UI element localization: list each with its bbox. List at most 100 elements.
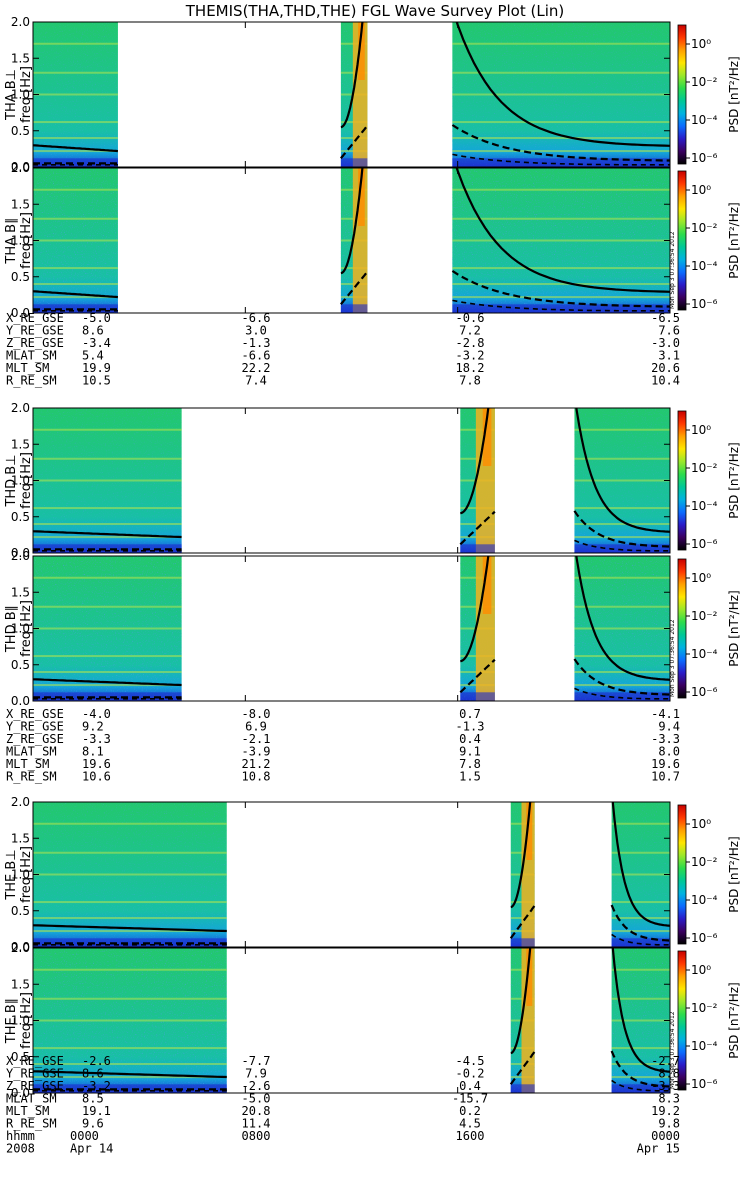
spectral-line — [33, 968, 227, 971]
spectral-line — [452, 267, 670, 270]
gyro-frequency-line — [510, 802, 532, 909]
ephemeris-value: 0.7 — [459, 707, 481, 721]
colorbar-label: PSD [nT²/Hz] — [727, 202, 741, 278]
panel-label: THD B∥ — [4, 605, 19, 653]
ephemeris-value: -2.6 — [242, 1079, 271, 1093]
spectral-line — [33, 267, 118, 270]
ephemeris-value: 9.8 — [658, 1117, 680, 1131]
spectral-line — [574, 536, 670, 539]
y-tick-label: 2.0 — [11, 161, 30, 175]
ephemeris-value: 9.1 — [459, 745, 481, 759]
spectral-line — [33, 457, 182, 460]
low-freq-band — [33, 938, 227, 947]
ephemeris-value: 3.1 — [658, 349, 680, 363]
spectral-line — [611, 1019, 670, 1022]
x-date-end: Apr 15 — [637, 1142, 680, 1156]
spectral-line — [574, 576, 670, 579]
spectral-line — [33, 42, 118, 45]
gyro-frequency-line — [340, 22, 364, 129]
ephemeris-value: 6.9 — [245, 720, 267, 734]
y-tick-label: 0.0 — [11, 940, 30, 954]
spectral-line — [33, 576, 182, 579]
colorbar-tick-label: 10⁻⁴ — [691, 113, 718, 127]
spectrogram-panel-the-0: 0.0 0.5 1.0 1.5 2.0 THE B⊥ freq [Hz] 10⁰ 10⁻² 10⁻… — [4, 795, 741, 954]
spectral-line — [452, 137, 670, 139]
colorbar-tick-label: 10⁻⁶ — [691, 1077, 718, 1091]
ephemeris-table-the: X_RE_GSE -2.6 -7.7 -4.5 -2.7 Y_RE_GSE 8.6 7.9 -0… — [6, 1054, 680, 1131]
ephemeris-name: Z_RE_GSE — [6, 1079, 64, 1093]
y-tick-label: 0.0 — [11, 306, 30, 320]
gyro-harmonic-line — [459, 510, 496, 546]
ephemeris-name: MLT_SM — [6, 1104, 49, 1118]
perigee-core — [358, 168, 365, 226]
ephemeris-value: 7.6 — [658, 324, 680, 338]
perigee-core — [526, 802, 533, 860]
spectral-line — [611, 1076, 670, 1079]
ephemeris-value: -3.3 — [651, 732, 680, 746]
spectral-line — [33, 121, 118, 124]
spectral-line — [452, 93, 670, 96]
colorbar-label: PSD [nT²/Hz] — [727, 836, 741, 912]
ephemeris-value: 7.4 — [245, 374, 267, 388]
ephemeris-value: 10.5 — [82, 374, 111, 388]
spectral-line — [574, 671, 670, 673]
ephemeris-value: -3.3 — [82, 732, 111, 746]
gyro-curves — [33, 802, 670, 946]
colorbar — [677, 410, 687, 551]
ephemeris-value: -6.5 — [651, 311, 680, 325]
low-freq-band — [33, 692, 182, 701]
gyro-frequency-line — [33, 924, 227, 933]
y-tick-label: 1.5 — [11, 197, 30, 211]
colorbar-tick-label: 10⁻² — [691, 609, 718, 623]
ephemeris-value: 9.4 — [658, 720, 680, 734]
ephemeris-value: -3.4 — [82, 336, 111, 350]
colorbar-tick-label: 10⁻⁴ — [691, 499, 718, 513]
ephemeris-value: -2.6 — [82, 1054, 111, 1068]
x-date-start: Apr 14 — [70, 1142, 113, 1156]
ephemeris-value: 8.6 — [82, 1067, 104, 1081]
panel-label: THE B⊥ — [4, 849, 19, 900]
ephemeris-table-tha: X_RE_GSE -5.0 -6.6 -0.6 -6.5 Y_RE_GSE 8.6 3.0 7.… — [6, 311, 680, 388]
y-tick-label: 0.5 — [11, 904, 30, 918]
colorbar — [677, 170, 687, 311]
colorbar — [677, 950, 687, 1091]
ephemeris-value: 20.8 — [242, 1104, 271, 1118]
spectral-line — [452, 283, 670, 285]
colorbar — [677, 804, 687, 945]
colorbar-tick-label: 10⁻⁴ — [691, 1039, 718, 1053]
colorbar-tick-label: 10⁻⁴ — [691, 259, 718, 273]
spectral-line — [33, 71, 118, 74]
colorbar-tick-label: 10⁻⁶ — [691, 537, 718, 551]
colorbar-tick-label: 10⁻² — [691, 1001, 718, 1015]
gyro-frequency-line — [575, 556, 670, 681]
colorbar-label: PSD [nT²/Hz] — [727, 442, 741, 518]
gyro-harmonic-line — [451, 269, 670, 308]
gyro-harmonic-line — [340, 271, 369, 305]
spectral-line — [33, 684, 182, 687]
spectral-line — [33, 283, 118, 285]
y-tick-label: 2.0 — [11, 549, 30, 563]
spectral-line — [33, 930, 227, 933]
spectral-line — [33, 507, 182, 510]
colorbar-label: PSD [nT²/Hz] — [727, 982, 741, 1058]
gyro-frequency-line — [340, 168, 364, 275]
spectral-line — [33, 822, 227, 825]
ephemeris-value: -2.8 — [456, 336, 485, 350]
spectral-line — [611, 1063, 670, 1065]
y-axis-label: freq [Hz] — [19, 600, 34, 657]
x-tick-label: 0800 — [242, 1129, 271, 1143]
ephemeris-value: 8.6 — [82, 324, 104, 338]
low-freq-band — [510, 938, 535, 947]
gyro-curves — [33, 948, 670, 1092]
spectrogram-panel-tha-1: 0.0 0.5 1.0 1.5 2.0 THA B∥ freq [Hz] 10⁰ 10⁻² 10⁻… — [4, 161, 741, 320]
y-tick-label: 1.0 — [11, 234, 30, 248]
ephemeris-value: 7.8 — [459, 374, 481, 388]
ephemeris-value: 11.4 — [242, 1117, 271, 1131]
ephemeris-name: R_RE_SM — [6, 770, 57, 784]
panel-label: THD B⊥ — [4, 454, 19, 507]
ephemeris-value: -3.0 — [651, 336, 680, 350]
spectral-line — [33, 1076, 227, 1079]
ephemeris-value: -6.6 — [242, 311, 271, 325]
